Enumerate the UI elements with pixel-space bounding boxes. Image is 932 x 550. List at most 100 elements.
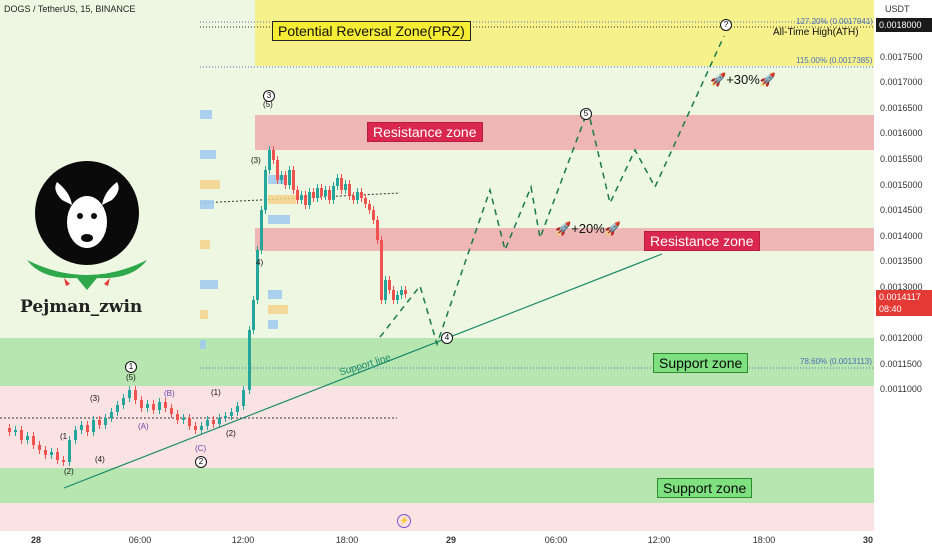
candle: [348, 184, 351, 196]
wave-circle-target: ?: [720, 19, 732, 31]
volume-profile-bar: [268, 215, 290, 224]
candle: [200, 426, 203, 430]
volume-profile-bar: [200, 340, 206, 349]
volume-profile-bar: [268, 290, 282, 299]
candle: [268, 150, 271, 170]
brand-logo: [27, 161, 147, 290]
candle: [182, 418, 185, 420]
volume-profile-bar: [200, 110, 212, 119]
candle: [272, 150, 275, 160]
y-tick-label: 0.0013500: [880, 256, 923, 267]
candle: [134, 390, 137, 400]
rocket-icon: 🚀: [604, 221, 621, 236]
volume-profile-bar: [200, 280, 218, 289]
rocket-icon: 🚀: [555, 221, 572, 236]
volume-profile-bar: [268, 305, 288, 314]
fib-label-786: 78.60% (0.0013113): [800, 357, 872, 366]
candle: [388, 280, 391, 290]
candle: [176, 414, 179, 420]
candle: [14, 430, 17, 432]
wave-circle-1: 1: [125, 361, 137, 373]
candle: [264, 170, 267, 210]
wave-label: (2): [64, 467, 74, 476]
volume-profile-bar: [200, 180, 220, 189]
top-price-marker: 0.0018000: [876, 18, 932, 32]
candle: [248, 330, 251, 390]
candle: [92, 420, 95, 432]
candle: [32, 436, 35, 445]
candle: [236, 406, 239, 412]
currency-label: USDT: [885, 4, 910, 14]
wave-label: (4): [95, 455, 105, 464]
candle: [74, 430, 77, 440]
candle: [368, 204, 371, 210]
candle: [212, 420, 215, 424]
candle: [8, 428, 11, 432]
x-tick-label: 29: [445, 535, 457, 545]
candle: [252, 300, 255, 330]
candle: [304, 195, 307, 205]
y-tick-label: 0.0016500: [880, 102, 923, 113]
candle: [20, 430, 23, 440]
wave-label: (5): [126, 373, 136, 382]
fib-label-115: 115.00% (0.0017385): [796, 56, 873, 65]
fib-label-127: 127.20% (0.0017941): [796, 17, 873, 26]
projection-path: [379, 35, 725, 347]
candle: [308, 192, 311, 205]
resistance-zone-upper: [255, 115, 874, 150]
gain-20-text: +20%: [571, 221, 605, 236]
candle: [340, 178, 343, 190]
y-tick-label: 0.0012000: [880, 333, 923, 344]
x-tick-label: 18:00: [335, 535, 359, 545]
x-tick-label: 28: [30, 535, 42, 545]
volume-profile-bar: [268, 195, 296, 204]
candle: [158, 402, 161, 410]
x-tick-label: 12:00: [231, 535, 255, 545]
candle: [328, 190, 331, 200]
target-gain-30: 🚀+30%🚀: [710, 72, 776, 88]
gain-30-text: +30%: [726, 72, 760, 87]
candle: [292, 170, 295, 190]
candle: [80, 425, 83, 430]
x-tick-label: 18:00: [752, 535, 776, 545]
lower-bg-band: [0, 386, 874, 531]
y-tick-label: 0.0013000: [880, 282, 923, 292]
candle: [104, 418, 107, 425]
candle: [400, 290, 403, 295]
y-tick-label: 0.0011000: [880, 384, 922, 395]
candle: [336, 178, 339, 186]
candle: [260, 210, 263, 250]
wave-circle-4: 4: [441, 332, 453, 344]
lightning-icon[interactable]: ⚡: [397, 514, 411, 528]
resistance-label-upper: Resistance zone: [367, 122, 483, 142]
rocket-icon: 🚀: [710, 72, 727, 87]
candle: [280, 175, 283, 180]
candle: [50, 452, 53, 455]
x-tick-label: 30: [862, 535, 874, 545]
x-tick-label: 06:00: [544, 535, 568, 545]
candle: [332, 186, 335, 200]
candle: [194, 426, 197, 430]
volume-profile-bar: [200, 310, 208, 319]
candle: [110, 412, 113, 418]
wave-label: (B): [164, 389, 175, 398]
volume-profile-bar: [200, 200, 214, 209]
prz-label: Potential Reversal Zone(PRZ): [272, 21, 471, 41]
volume-profile-bar: [200, 240, 210, 249]
wave-label: (2): [226, 429, 236, 438]
candle: [316, 188, 319, 198]
x-tick-label: 12:00: [647, 535, 671, 545]
wave-circle-3: 3: [263, 90, 275, 102]
candle: [224, 416, 227, 418]
wave-label: 4): [256, 258, 264, 267]
candle: [320, 188, 323, 196]
wave-label: (3): [90, 394, 100, 403]
wave-label: (3): [251, 156, 261, 165]
y-tick-label: 0.0014000: [880, 230, 923, 241]
candles: [8, 146, 407, 466]
support-trendline: [63, 253, 663, 489]
candle: [218, 418, 221, 424]
wave-circle-2: 2: [195, 456, 207, 468]
